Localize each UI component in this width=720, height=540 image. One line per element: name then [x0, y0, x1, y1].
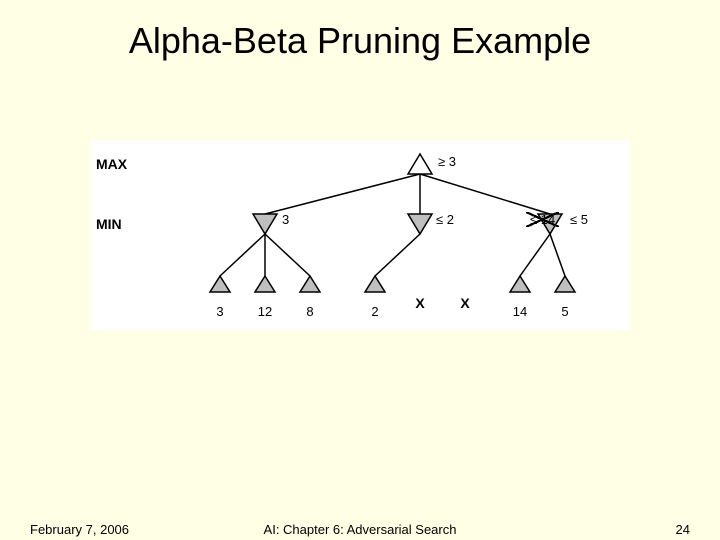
min-node-1-label: 3 [282, 212, 289, 227]
tree-svg [90, 140, 630, 330]
min-node-3-label: ≤ 5 [570, 212, 588, 227]
leaf-value: 8 [306, 304, 313, 319]
footer-chapter: AI: Chapter 6: Adversarial Search [0, 522, 720, 537]
leaf-value: 14 [513, 304, 527, 319]
root-label: ≥ 3 [438, 154, 456, 169]
pruned-mark: X [460, 295, 469, 311]
pruned-mark: X [415, 295, 424, 311]
leaf-value: 2 [371, 304, 378, 319]
leaf-value: 3 [216, 304, 223, 319]
min-node-2-label: ≤ 2 [436, 212, 454, 227]
page-title: Alpha-Beta Pruning Example [0, 20, 720, 62]
footer-page: 24 [676, 522, 690, 537]
row-label-max: MAX [96, 156, 127, 172]
leaf-value: 5 [561, 304, 568, 319]
tree-diagram: MAX MIN ≥ 3 3 ≤ 2 ≤ 14 ≤ 5 3 12 8 2 X X … [90, 140, 630, 330]
min-node-3-label-struck: ≤ 14 [530, 212, 555, 227]
row-label-min: MIN [96, 216, 122, 232]
leaf-value: 12 [258, 304, 272, 319]
